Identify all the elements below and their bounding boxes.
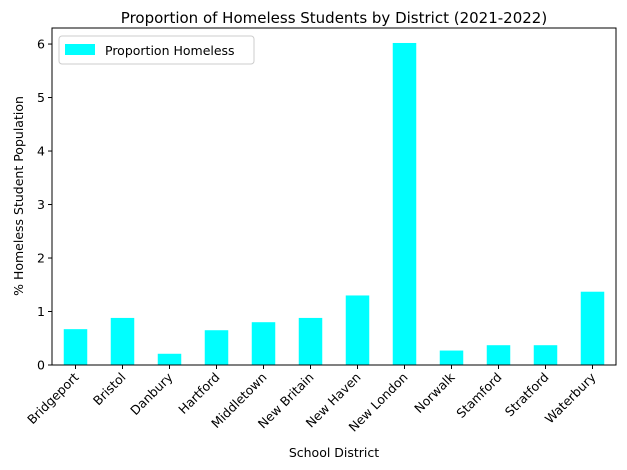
plot-frame	[51, 27, 617, 366]
y-tick-label: 5	[37, 90, 45, 105]
bar-danbury	[157, 353, 182, 365]
bar-stamford	[486, 345, 511, 365]
x-tick-label: Bridgeport	[24, 369, 82, 427]
y-tick-label: 4	[37, 144, 45, 159]
y-tick-label: 3	[37, 197, 45, 212]
bar-new-london	[392, 42, 417, 365]
bar-bristol	[110, 317, 135, 365]
x-tick-label: Waterbury	[542, 369, 599, 426]
bar-bridgeport	[63, 329, 88, 365]
bar-new-haven	[345, 295, 370, 365]
x-tick-label: Stratford	[502, 370, 552, 420]
bar-new-britain	[298, 317, 323, 365]
chart-title: Proportion of Homeless Students by Distr…	[121, 9, 547, 27]
y-tick-label: 6	[37, 37, 45, 52]
y-axis-ticks: 0 1 2 3 4 5 6	[37, 37, 52, 373]
y-axis-label: % Homeless Student Population	[11, 96, 26, 296]
bar-hartford	[204, 330, 229, 365]
legend: Proportion Homeless	[58, 35, 255, 65]
x-axis-label: School District	[289, 445, 379, 460]
bar-middletown	[251, 322, 276, 365]
legend-label: Proportion Homeless	[105, 43, 235, 58]
y-tick-label: 0	[37, 358, 45, 373]
x-tick-label: Danbury	[127, 369, 176, 418]
x-tick-label: Bristol	[90, 370, 129, 409]
x-tick-label: Norwalk	[411, 369, 458, 416]
y-tick-label: 2	[37, 251, 45, 266]
bar-norwalk	[439, 350, 464, 365]
y-tick-label: 1	[37, 304, 45, 319]
bar-stratford	[533, 345, 558, 365]
x-tick-label: Stamford	[453, 370, 504, 421]
x-tick-label: Hartford	[175, 370, 222, 417]
legend-box	[58, 35, 255, 65]
bar-waterbury	[580, 291, 605, 365]
bars-group	[63, 42, 605, 365]
legend-swatch	[65, 44, 95, 55]
